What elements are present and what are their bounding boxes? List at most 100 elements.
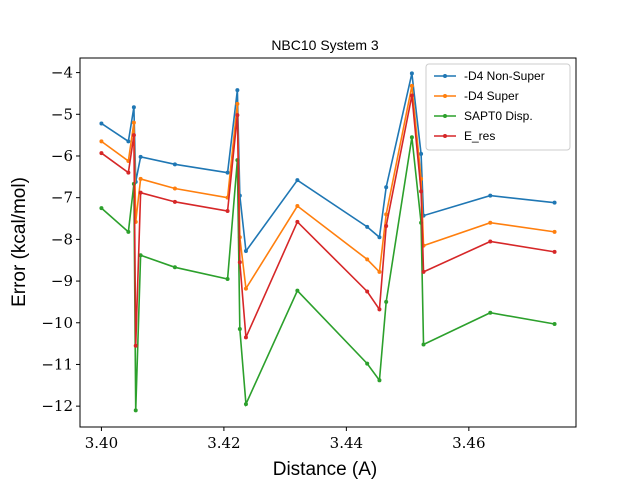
y-tick-label: −10 (41, 314, 73, 332)
data-point (99, 151, 104, 156)
x-tick-label: 3.40 (85, 434, 118, 452)
data-point (295, 178, 300, 183)
data-point (377, 235, 382, 240)
y-axis-label: Error (kcal/mol) (9, 177, 30, 307)
data-point (384, 212, 389, 217)
data-point (421, 342, 426, 347)
legend-label: E_res (464, 129, 495, 143)
ticks-layer: 3.40 3.42 3.44 3.46 −12 −11 −10 −9 −8 −7 −6 −5 −4 (41, 64, 485, 452)
data-point (172, 186, 177, 191)
data-point (295, 219, 300, 224)
data-point (488, 193, 493, 198)
data-point (409, 135, 414, 140)
data-point (365, 224, 370, 229)
data-point (131, 120, 136, 125)
y-tick-label: −12 (41, 397, 73, 415)
y-tick-label: −6 (51, 147, 73, 165)
data-point (552, 249, 557, 254)
data-point (138, 176, 143, 181)
data-point (131, 105, 136, 110)
data-point (243, 402, 248, 407)
legend-label: -D4 Non-Super (464, 69, 545, 83)
legend-label: -D4 Super (464, 89, 519, 103)
data-point (552, 229, 557, 234)
legend-item-3: E_res (434, 129, 495, 143)
plot-frame (79, 57, 577, 428)
data-point (99, 206, 104, 211)
data-point (131, 133, 136, 138)
data-point (409, 93, 414, 98)
data-point (384, 224, 389, 229)
y-tick-label: −11 (41, 355, 73, 373)
legend-swatch-marker (443, 94, 447, 98)
data-point (377, 269, 382, 274)
data-point (488, 220, 493, 225)
data-point (138, 154, 143, 159)
data-point (237, 327, 242, 332)
data-point (172, 265, 177, 270)
data-point (172, 199, 177, 204)
data-point (419, 189, 424, 194)
x-tick-label: 3.46 (452, 434, 485, 452)
chart-title: NBC10 System 3 (271, 37, 379, 53)
legend-box (425, 63, 571, 151)
y-tick-label: −7 (51, 189, 73, 207)
data-point (552, 200, 557, 205)
data-point (126, 139, 131, 144)
legend: -D4 Non-Super -D4 Super SAPT0 Disp. E_res (425, 63, 571, 151)
data-point (377, 378, 382, 383)
data-point (365, 289, 370, 294)
data-point (138, 253, 143, 258)
data-point (225, 276, 230, 281)
y-tick-label: −8 (51, 230, 73, 248)
data-point (552, 322, 557, 327)
data-point (409, 71, 414, 76)
data-point (488, 310, 493, 315)
x-tick-label: 3.44 (330, 434, 363, 452)
legend-item-2: SAPT0 Disp. (434, 109, 533, 123)
data-point (126, 229, 131, 234)
data-point (365, 257, 370, 262)
data-point (133, 408, 138, 413)
data-point (225, 170, 230, 175)
y-tick-label: −4 (51, 64, 73, 82)
x-axis-label: Distance (A) (273, 459, 378, 480)
data-point (377, 307, 382, 312)
series-layer (99, 71, 557, 413)
data-point (243, 335, 248, 340)
data-point (295, 288, 300, 293)
data-point (126, 170, 131, 175)
data-point (419, 151, 424, 156)
data-point (243, 286, 248, 291)
series-2 (99, 135, 557, 413)
data-point (99, 139, 104, 144)
y-tick-label: −5 (51, 105, 73, 123)
data-point (99, 121, 104, 126)
data-point (295, 204, 300, 209)
data-point (133, 343, 138, 348)
x-tick-label: 3.42 (207, 434, 240, 452)
legend-item-0: -D4 Non-Super (434, 69, 545, 83)
legend-label: SAPT0 Disp. (464, 109, 533, 123)
data-point (237, 260, 242, 265)
data-point (384, 299, 389, 304)
data-point (384, 185, 389, 190)
data-point (235, 88, 240, 93)
data-point (365, 361, 370, 366)
data-point (138, 190, 143, 195)
data-point (243, 249, 248, 254)
data-point (225, 209, 230, 214)
data-point (488, 239, 493, 244)
legend-swatch-marker (443, 74, 447, 78)
data-point (409, 83, 414, 88)
data-point (235, 113, 240, 118)
data-point (172, 162, 177, 167)
legend-swatch-marker (443, 134, 447, 138)
legend-swatch-marker (443, 114, 447, 118)
y-tick-label: −9 (51, 272, 73, 290)
data-point (235, 101, 240, 106)
legend-item-1: -D4 Super (434, 89, 519, 103)
data-point (421, 269, 426, 274)
